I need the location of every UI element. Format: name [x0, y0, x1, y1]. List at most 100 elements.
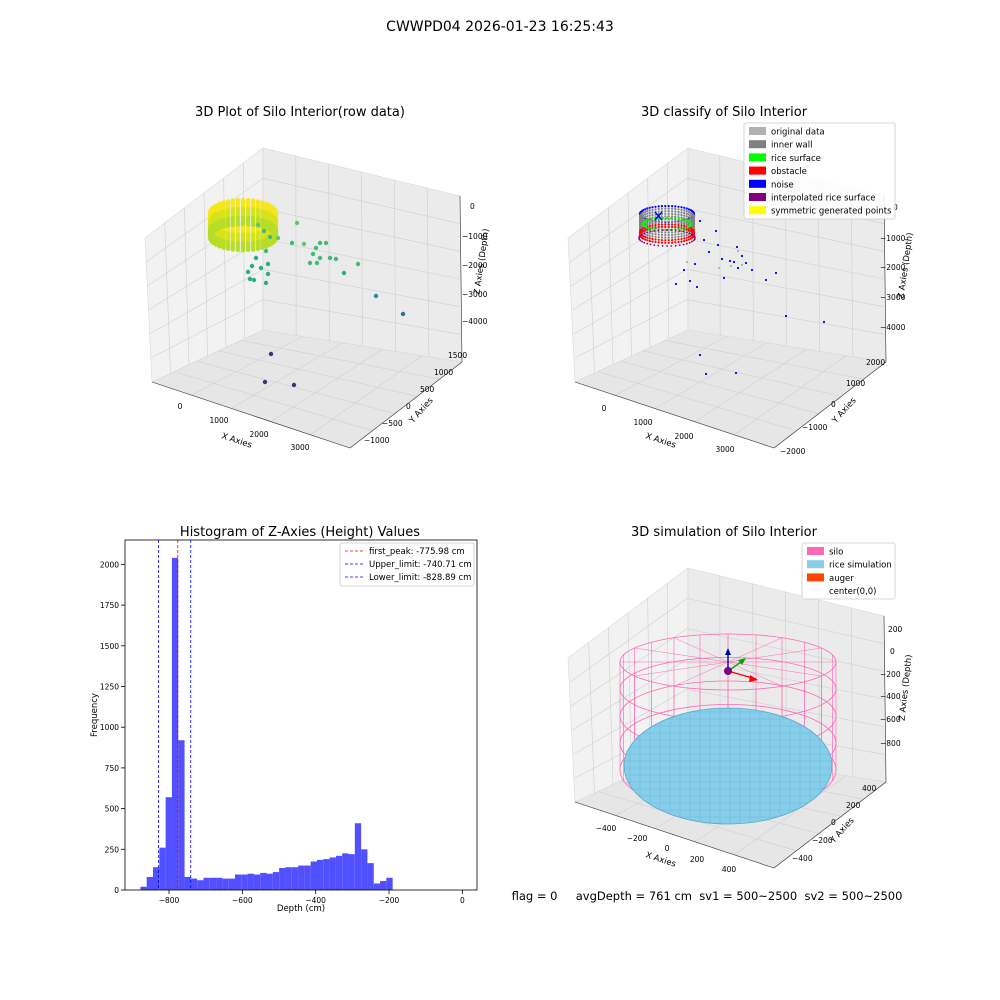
- histogram-bar: [260, 872, 267, 890]
- classify-point: [677, 208, 680, 211]
- figure-title: CWWPD04 2026-01-23 16:25:43: [386, 19, 614, 35]
- classify-legend-swatch: [749, 153, 766, 162]
- classify-ztick: −2000: [880, 263, 906, 272]
- classify-point: [641, 240, 643, 243]
- histogram-legend-label: Upper_limit: -740.71 cm: [369, 560, 472, 570]
- classify-legend-swatch: [749, 206, 766, 215]
- classify-point: [677, 205, 680, 208]
- noise-point: [720, 257, 724, 261]
- classify-point: [646, 212, 649, 215]
- classify-point: [681, 218, 684, 221]
- classify-point: [674, 236, 677, 239]
- raw-point: [235, 247, 240, 253]
- pane-gridline: [574, 299, 688, 359]
- histogram-bar: [178, 740, 185, 890]
- classify-point: [641, 233, 643, 236]
- classify-point: [671, 205, 674, 208]
- raw-points: [207, 197, 406, 388]
- classify-point: [660, 233, 664, 236]
- histogram-bar: [241, 874, 248, 890]
- simulation-ytick: 0: [831, 818, 836, 827]
- classify-point: [666, 245, 668, 247]
- noise-point: [688, 279, 692, 283]
- histogram-bar: [361, 849, 368, 890]
- raw-ytick: 1000: [434, 368, 453, 377]
- classify-ztick: 0: [893, 203, 898, 212]
- classify-point: [687, 216, 690, 219]
- histogram-x-tick-label: −200: [379, 896, 400, 905]
- classify-point: [671, 207, 674, 210]
- classify-point: [667, 207, 670, 210]
- classify-ztick: −3000: [880, 293, 906, 302]
- classify-point: [667, 228, 670, 231]
- classify-point: [666, 229, 668, 231]
- histogram-bar: [203, 877, 210, 890]
- classify-point: [687, 208, 690, 211]
- classify-point: [644, 235, 647, 238]
- y-direction-arrowhead: [738, 658, 746, 665]
- classify-point: [683, 232, 686, 235]
- classify-point: [664, 220, 667, 223]
- classify-point: [660, 236, 664, 239]
- raw-point: [230, 222, 235, 227]
- classify-point: [639, 239, 642, 242]
- raw-point: [255, 222, 261, 228]
- classify-point: [664, 212, 667, 215]
- classify-point: [664, 207, 667, 210]
- histogram-bar: [380, 881, 387, 890]
- raw-point: [264, 244, 269, 249]
- classify-legend-swatch: [749, 127, 766, 135]
- classify-point: [654, 208, 657, 211]
- raw-point: [214, 227, 219, 232]
- raw-point: [225, 223, 231, 228]
- noise-point: [695, 285, 699, 289]
- simulation-legend-label: auger: [829, 574, 854, 584]
- silo-roof-spoke: [727, 661, 783, 687]
- classify-point: [654, 235, 657, 238]
- classify-point: [667, 220, 670, 223]
- classify-point: [680, 221, 683, 224]
- histogram-y-tick-label: 2000: [100, 560, 119, 569]
- histogram-bar: [197, 880, 204, 890]
- classify-point: [693, 238, 696, 241]
- classify-point: [653, 228, 657, 231]
- classify-point: [660, 241, 664, 244]
- classify-point: [646, 210, 649, 213]
- raw-xtick: 0: [178, 402, 183, 411]
- pane-gridline: [686, 269, 885, 307]
- original-point: [740, 263, 744, 267]
- classify-point: [646, 239, 649, 242]
- simulation-xtick: 200: [690, 855, 705, 864]
- raw-point: [307, 260, 313, 266]
- raw-xtick: 3000: [290, 443, 309, 452]
- classify-point: [649, 243, 652, 246]
- classify-point: [651, 213, 654, 217]
- z-direction-arrowhead: [725, 648, 731, 655]
- noise-point: [728, 259, 732, 263]
- pane-gridline: [734, 355, 847, 436]
- classify-point: [677, 233, 680, 236]
- raw-point: [264, 225, 269, 231]
- classify-point: [638, 235, 641, 238]
- classify-point: [678, 244, 681, 247]
- classify-point: [689, 237, 692, 240]
- classify-point: [657, 229, 660, 232]
- classify-point: [692, 239, 695, 242]
- classify-point: [654, 211, 663, 221]
- classify-point: [680, 235, 683, 238]
- classify-point: [689, 221, 692, 225]
- classify-point: [667, 241, 670, 244]
- simulation-ztick: −800: [880, 739, 901, 748]
- classify-y-axis: [773, 361, 887, 449]
- simulation-ytick: 200: [846, 801, 861, 810]
- classify-point: [674, 223, 677, 226]
- silo-roof-spoke: [673, 661, 729, 687]
- classify-point: [688, 232, 691, 235]
- classify-point: [674, 233, 677, 236]
- classify-point: [680, 216, 683, 219]
- noise-point: [750, 268, 754, 272]
- pane-gridline: [218, 350, 418, 397]
- classify-point: [671, 220, 674, 223]
- pane-gridline: [262, 208, 461, 252]
- classify-xtick: 1000: [633, 418, 652, 427]
